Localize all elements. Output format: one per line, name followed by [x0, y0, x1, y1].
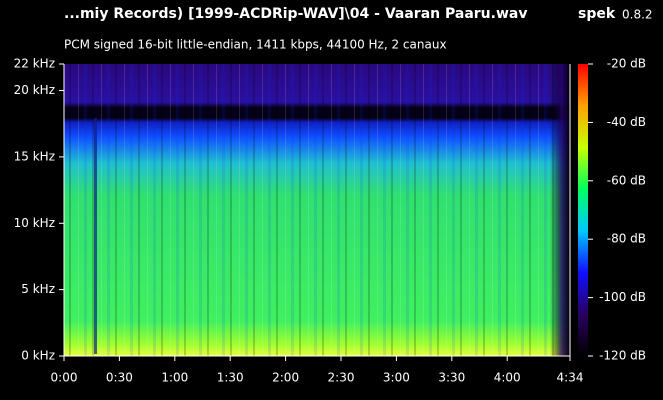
x-tick-label: 2:00: [272, 371, 299, 385]
y-tick-label: 10 kHz: [14, 216, 55, 230]
chart-subtitle: PCM signed 16-bit little-endian, 1411 kb…: [64, 38, 447, 52]
colorbar-tick-label: -60 dB: [607, 173, 646, 187]
spectrogram: [64, 64, 570, 356]
chart-title: ...miy Records) [1999-ACDRip-WAV]\04 - V…: [64, 6, 527, 22]
x-tick-label: 3:00: [383, 371, 410, 385]
colorbar-tick-label: -80 dB: [607, 232, 646, 246]
x-tick-label: 2:30: [328, 371, 355, 385]
y-tick-label: 5 kHz: [21, 282, 55, 296]
y-tick-label: 0 kHz: [21, 349, 55, 363]
y-tick-label: 20 kHz: [14, 83, 55, 97]
y-tick-label: 15 kHz: [14, 149, 55, 163]
colorbar-tick-label: -40 dB: [607, 115, 646, 129]
app-name: spek: [578, 6, 616, 22]
colorbar-tick-label: -100 dB: [599, 290, 646, 304]
axis-frame: [63, 64, 571, 357]
y-tick-label: 22 kHz: [14, 57, 55, 71]
x-tick-label: 1:00: [161, 371, 188, 385]
colorbar-tick-label: -20 dB: [607, 57, 646, 71]
colorbar: [578, 64, 588, 356]
x-tick-label: 4:00: [494, 371, 521, 385]
x-tick-label: 0:30: [106, 371, 133, 385]
x-tick-label: 0:00: [51, 371, 78, 385]
x-tick-label: 3:30: [438, 371, 465, 385]
app-version: 0.8.2: [622, 8, 653, 22]
x-tick-label: 1:30: [217, 371, 244, 385]
colorbar-tick-label: -120 dB: [599, 349, 646, 363]
x-tick-label: 4:34: [557, 371, 584, 385]
spectrogram-fade: [64, 64, 570, 356]
